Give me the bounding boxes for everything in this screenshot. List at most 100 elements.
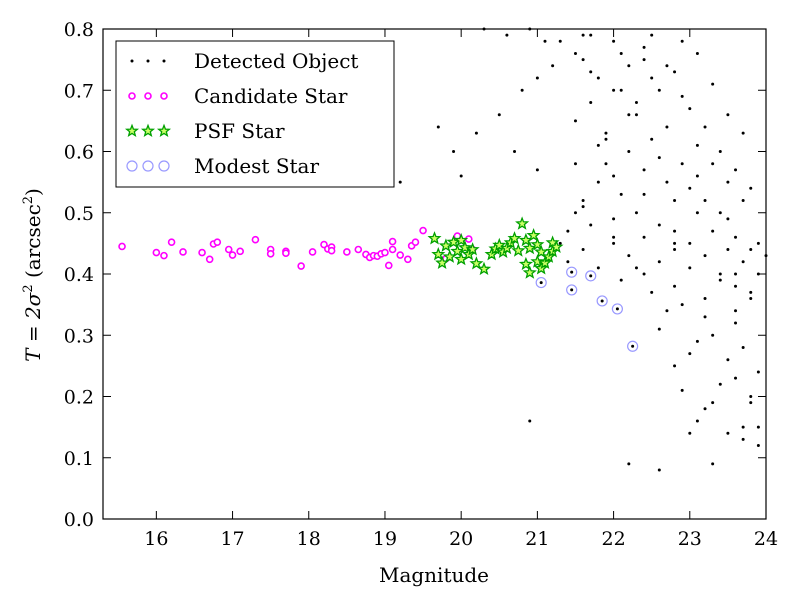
legend-marker [156,123,172,137]
data-point [411,238,420,246]
data-point [581,205,585,209]
data-point [726,113,730,117]
data-point [585,270,597,282]
data-point [469,256,484,270]
data-point [703,199,707,202]
legend-label: Modest Star [194,154,319,178]
data-point [726,358,730,362]
data-point [573,119,577,123]
data-point [535,276,547,289]
y-axis-label-exp: 2 [21,284,36,292]
data-point [627,64,631,68]
data-point [673,284,677,288]
data-point [354,245,363,254]
data-point [450,243,465,258]
data-point [236,247,244,256]
data-point [703,315,707,319]
y-tick-label: 0.6 [64,142,94,164]
data-point [454,232,469,247]
legend-label: Candidate Star [194,84,348,108]
data-point [604,162,608,166]
data-point [657,468,661,472]
data-point [511,243,526,257]
x-axis-label: Magnitude [379,563,489,587]
axis-ticks-group: 16 17 18 19 20 21 22 23 24 0.0 0.1 0.2 0.3 0.4 0.5 0.6 0… [64,19,778,550]
data-point [756,241,760,245]
data-point [695,174,699,178]
data-point [612,88,616,92]
legend-marker [142,160,154,172]
y-tick-label: 0.1 [64,448,94,470]
data-point [718,382,722,386]
data-point [404,255,412,264]
data-point [688,431,692,435]
data-point [634,211,638,215]
data-point [688,186,692,190]
data-point [282,249,290,257]
data-point [688,107,692,111]
y-tick-label: 0.3 [64,325,94,347]
data-point [205,255,214,264]
data-point [726,180,730,184]
data-point [558,241,562,245]
data-point [228,251,237,259]
data-point [167,238,176,246]
data-point [665,309,669,313]
data-point [749,401,753,405]
data-point [604,137,608,141]
data-point [695,339,699,343]
modest-star-centers [539,270,635,348]
data-point [703,407,707,411]
data-point [581,58,585,62]
data-point [513,150,517,153]
data-point [396,251,405,259]
data-point [573,52,577,55]
data-point [522,265,537,279]
x-tick-label: 23 [678,528,702,550]
x-tick-label: 24 [754,528,778,550]
data-point [497,113,501,117]
data-point [526,227,541,242]
data-point [650,76,654,80]
data-point [650,33,654,37]
series-psf-star [427,216,564,279]
data-point [612,235,616,239]
data-point [474,131,478,135]
data-point [711,229,715,233]
legend-marker [130,59,134,63]
data-point [619,278,623,282]
data-point [520,88,524,92]
data-point [650,290,654,294]
data-point [688,266,692,270]
legend-box [115,40,395,188]
data-point [741,425,745,429]
plot-frame [102,28,767,520]
data-point [570,288,574,292]
data-point [627,150,631,153]
data-point [642,58,646,62]
data-point [665,125,669,129]
data-point [673,364,677,368]
data-point [398,180,402,184]
data-point [438,238,454,252]
data-point [589,101,593,104]
data-point [600,299,604,303]
data-point [665,64,669,68]
data-point [476,261,492,276]
data-point [566,266,578,278]
legend-marker [146,59,150,63]
data-point [596,143,600,147]
data-point [589,274,593,278]
data-point [539,281,543,285]
data-point [566,260,570,264]
data-point [703,254,707,258]
data-point [611,303,623,315]
data-point [741,199,745,202]
data-point [530,237,545,251]
data-point [612,174,616,178]
data-point [711,401,715,405]
data-point [515,216,530,230]
data-point [589,33,593,37]
legend: Detected Object Candidate Star PSF Star Mod… [115,40,395,188]
